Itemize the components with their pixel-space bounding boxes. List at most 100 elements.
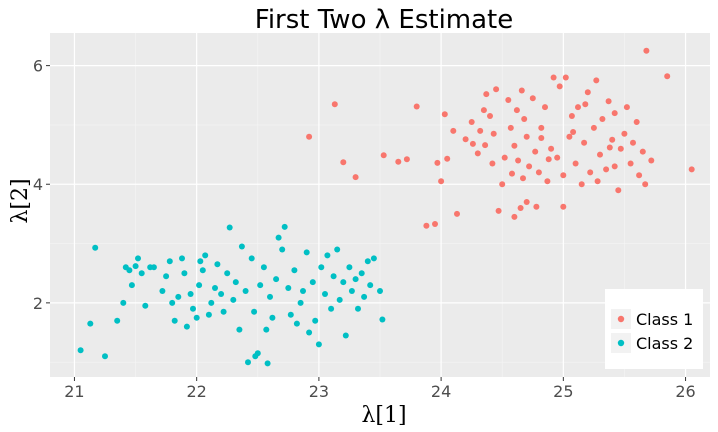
data-point-class-1 xyxy=(499,181,506,188)
data-point-class-1 xyxy=(423,222,430,229)
data-point-class-1 xyxy=(560,203,567,210)
data-point-class-2 xyxy=(166,258,173,265)
grid-minor xyxy=(50,33,710,377)
data-point-class-2 xyxy=(364,258,371,265)
data-point-class-1 xyxy=(545,156,552,163)
data-point-class-2 xyxy=(328,305,335,312)
data-point-class-1 xyxy=(352,174,359,181)
data-point-class-1 xyxy=(664,73,671,80)
data-point-class-1 xyxy=(562,74,569,81)
data-point-class-1 xyxy=(444,155,451,162)
data-point-class-2 xyxy=(142,302,149,309)
data-point-class-2 xyxy=(114,317,121,324)
data-point-class-1 xyxy=(599,116,606,122)
data-point-class-1 xyxy=(615,187,622,194)
data-point-class-1 xyxy=(507,124,514,131)
data-point-class-2 xyxy=(190,305,196,312)
data-point-class-1 xyxy=(523,199,530,205)
data-point-class-2 xyxy=(179,255,185,262)
data-point-class-2 xyxy=(202,252,209,259)
data-point-class-2 xyxy=(196,282,203,289)
data-point-class-1 xyxy=(572,160,579,167)
data-point-class-2 xyxy=(300,288,306,294)
data-point-class-2 xyxy=(232,279,239,286)
data-point-class-1 xyxy=(627,160,634,167)
x-tick-label: 22 xyxy=(186,382,206,401)
data-point-class-1 xyxy=(593,77,600,84)
data-point-class-1 xyxy=(432,221,438,227)
data-point-class-2 xyxy=(226,224,233,231)
data-point-class-2 xyxy=(169,299,176,306)
data-point-class-1 xyxy=(688,166,695,173)
data-point-class-1 xyxy=(526,163,533,170)
y-axis: 2 4 6 xyxy=(33,57,50,313)
data-point-class-1 xyxy=(566,133,573,140)
data-point-class-2 xyxy=(361,293,368,300)
data-point-class-1 xyxy=(380,152,387,159)
data-point-class-1 xyxy=(639,148,646,155)
data-point-class-2 xyxy=(358,270,365,277)
data-point-class-2 xyxy=(252,353,259,360)
data-point-class-1 xyxy=(483,91,490,98)
data-point-class-1 xyxy=(395,158,402,165)
data-point-class-1 xyxy=(535,169,542,176)
data-point-class-2 xyxy=(171,317,178,324)
data-point-class-2 xyxy=(87,320,94,327)
data-point-class-2 xyxy=(77,347,84,354)
data-point-class-1 xyxy=(538,135,545,141)
data-point-class-2 xyxy=(367,282,374,289)
legend: Class 1 Class 2 xyxy=(605,289,703,369)
data-point-class-2 xyxy=(346,264,353,271)
data-point-class-1 xyxy=(520,175,526,182)
data-point-class-2 xyxy=(92,244,99,251)
data-point-class-2 xyxy=(281,223,288,230)
data-point-class-2 xyxy=(135,255,141,262)
data-point-class-1 xyxy=(609,136,616,143)
data-point-class-1 xyxy=(554,154,561,161)
data-point-class-1 xyxy=(521,116,528,122)
data-point-class-1 xyxy=(441,111,448,118)
data-point-class-2 xyxy=(285,285,292,291)
legend-label-class-2: Class 2 xyxy=(636,334,693,353)
data-point-class-1 xyxy=(511,142,518,149)
data-point-class-1 xyxy=(581,139,588,146)
data-point-class-2 xyxy=(236,326,243,333)
data-point-class-1 xyxy=(434,159,441,166)
data-point-class-2 xyxy=(175,293,182,300)
x-tick-label: 24 xyxy=(431,382,451,401)
data-point-class-2 xyxy=(336,296,343,303)
data-point-class-2 xyxy=(377,288,383,294)
data-point-class-1 xyxy=(529,95,536,102)
data-point-class-2 xyxy=(214,261,221,268)
data-point-class-1 xyxy=(606,144,613,151)
data-point-class-1 xyxy=(584,89,591,96)
data-point-class-1 xyxy=(438,178,445,185)
data-point-class-2 xyxy=(193,314,200,321)
data-point-class-1 xyxy=(611,110,618,117)
data-point-class-2 xyxy=(318,264,325,271)
data-point-class-2 xyxy=(132,263,139,270)
data-point-class-2 xyxy=(205,311,212,318)
data-point-class-2 xyxy=(334,246,341,253)
x-tick-label: 23 xyxy=(309,382,329,401)
data-point-class-2 xyxy=(315,341,322,348)
data-point-class-2 xyxy=(183,323,190,330)
legend-key-class-2 xyxy=(617,339,625,347)
data-points xyxy=(77,47,695,367)
data-point-class-2 xyxy=(220,308,227,315)
data-point-class-1 xyxy=(611,163,618,170)
data-point-class-2 xyxy=(230,296,237,303)
data-point-class-1 xyxy=(468,119,475,125)
data-point-class-1 xyxy=(517,205,524,211)
y-tick-label: 4 xyxy=(33,175,43,194)
data-point-class-1 xyxy=(518,87,525,94)
y-tick-label: 2 xyxy=(33,294,43,313)
data-point-class-1 xyxy=(482,142,489,149)
data-point-class-1 xyxy=(489,160,496,167)
data-point-class-1 xyxy=(533,203,540,210)
data-point-class-2 xyxy=(370,255,377,262)
data-point-class-2 xyxy=(309,279,316,286)
data-point-class-1 xyxy=(509,170,515,177)
data-point-class-1 xyxy=(636,172,643,179)
data-point-class-1 xyxy=(495,207,502,214)
